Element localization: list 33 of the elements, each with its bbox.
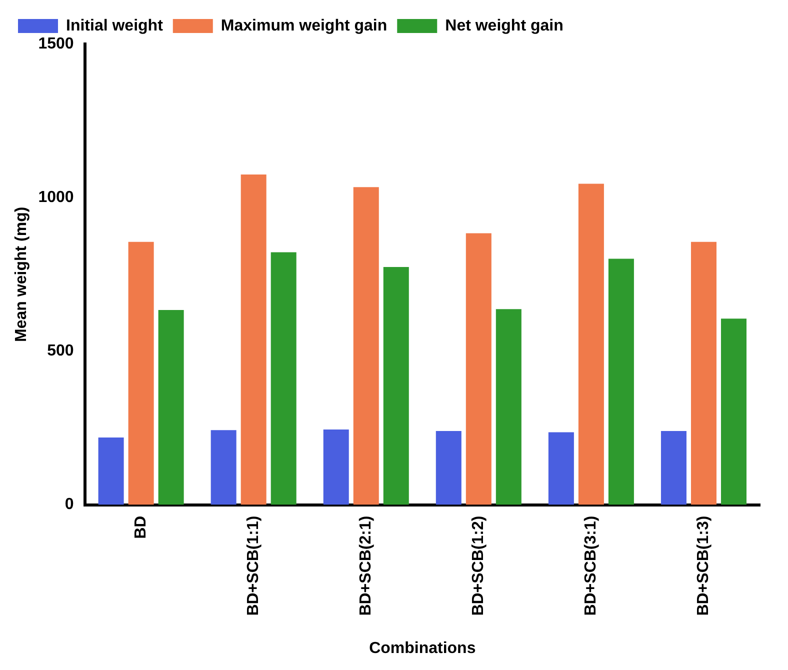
bar xyxy=(660,431,686,505)
legend-label: Net weight gain xyxy=(445,17,564,34)
bar xyxy=(496,309,522,505)
y-tick-label: 500 xyxy=(47,342,74,360)
bar xyxy=(436,431,462,505)
bar xyxy=(383,267,409,505)
x-axis-title: Combinations xyxy=(369,640,476,657)
bar xyxy=(158,310,184,505)
bar xyxy=(690,242,716,505)
x-tick-label: BD+SCB(1:2) xyxy=(470,516,488,616)
bar xyxy=(98,438,124,505)
y-axis-title: Mean weight (mg) xyxy=(13,206,30,342)
bar xyxy=(353,187,379,505)
legend-label: Initial weight xyxy=(66,17,164,34)
bar xyxy=(323,430,349,505)
bar xyxy=(720,318,746,505)
bar xyxy=(466,233,492,505)
bar xyxy=(548,432,574,505)
bar xyxy=(608,258,634,505)
legend-label: Maximum weight gain xyxy=(220,17,388,34)
y-tick-label: 1500 xyxy=(38,35,74,52)
bar xyxy=(128,242,154,505)
bar xyxy=(578,184,604,505)
y-tick-label: 0 xyxy=(64,496,74,514)
x-tick-label: BD+SCB(1:3) xyxy=(695,516,712,616)
bar xyxy=(270,252,296,505)
bar xyxy=(210,430,236,505)
x-tick-label: BD xyxy=(132,516,150,539)
x-tick-label: BD+SCB(1:1) xyxy=(245,516,262,616)
bar xyxy=(240,174,266,505)
x-tick-label: BD+SCB(2:1) xyxy=(358,516,375,616)
y-tick-label: 1000 xyxy=(38,189,74,206)
x-tick-label: BD+SCB(3:1) xyxy=(582,516,600,616)
